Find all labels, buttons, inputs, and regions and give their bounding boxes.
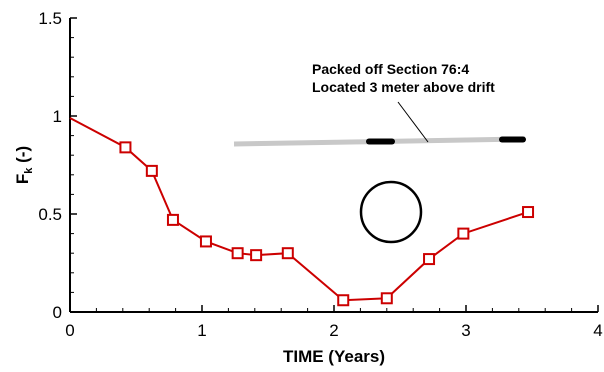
data-point-marker [250, 249, 263, 262]
data-point-marker [457, 227, 470, 240]
borehole-sketch [233, 101, 526, 244]
x-tick-label: 3 [461, 321, 470, 340]
data-point-marker [337, 294, 350, 307]
x-tick-label: 1 [197, 321, 206, 340]
data-point-marker [231, 247, 244, 260]
data-point-marker [166, 213, 179, 226]
plot-area: 0 1 2 3 4 0 0.5 1 1.5 [38, 9, 602, 340]
data-point-marker [119, 141, 132, 154]
data-point-marker [522, 206, 535, 219]
annotation-line-2: Located 3 meter above drift [312, 79, 495, 95]
data-point-marker [281, 247, 294, 260]
annotation-leader [397, 101, 429, 143]
drift-circle [359, 180, 423, 244]
x-tick-label: 0 [65, 321, 74, 340]
y-tick-label: 0.5 [38, 205, 62, 224]
data-point-marker [423, 253, 436, 266]
data-point-marker [380, 292, 393, 305]
x-tick-label: 4 [593, 321, 602, 340]
x-tick-label: 2 [329, 321, 338, 340]
x-axis-title: TIME (Years) [283, 347, 385, 366]
y-axis-title-suffix: (-) [13, 146, 32, 168]
y-axis-title: Fk (-) [13, 146, 35, 184]
data-point-marker [145, 164, 158, 177]
y-tick-label: 1 [53, 107, 62, 126]
y-ticks: 0 0.5 1 1.5 [38, 9, 77, 322]
y-axis-title-main: F [13, 174, 32, 184]
x-ticks: 0 1 2 3 4 [65, 305, 603, 340]
annotation-line-1: Packed off Section 76:4 [312, 61, 469, 77]
series-markers [119, 141, 535, 307]
data-point-marker [199, 235, 212, 248]
y-tick-label: 1.5 [38, 9, 62, 28]
y-axis-title-subscript: k [23, 167, 35, 174]
y-tick-label: 0 [53, 303, 62, 322]
